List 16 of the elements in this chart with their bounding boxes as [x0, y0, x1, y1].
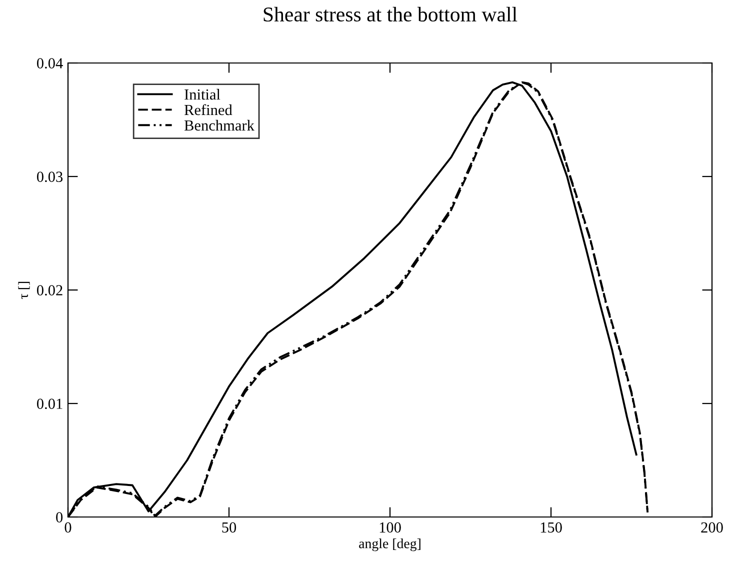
x-axis-title: angle [deg]	[359, 538, 420, 552]
y-tick-label: 0.03	[36, 172, 63, 182]
legend-label: Refined	[184, 104, 232, 116]
x-tick-label: 100	[380, 522, 401, 533]
legend-label: Initial	[184, 88, 220, 100]
x-tick-label: 150	[540, 522, 562, 533]
y-tick-label: 0	[56, 512, 63, 522]
legend-label: Benchmark	[184, 120, 254, 131]
y-tick-label: 0.01	[36, 398, 62, 410]
y-tick-label: 0.02	[36, 285, 62, 296]
chart-title: Shear stress at the bottom wall	[264, 6, 518, 22]
y-axis-title: τ []	[18, 282, 30, 299]
y-tick-label: 0.04	[36, 58, 63, 69]
x-tick-label: 0	[64, 522, 72, 533]
x-tick-label: 200	[701, 522, 723, 533]
x-tick-label: 50	[222, 522, 236, 533]
